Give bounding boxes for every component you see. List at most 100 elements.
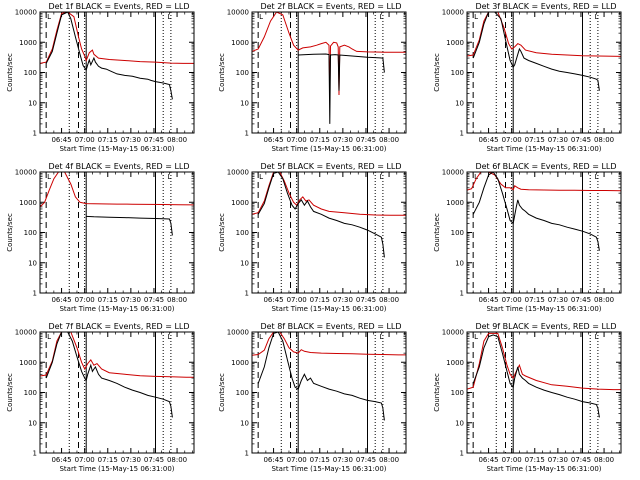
- x-tick-label: 08:00: [379, 136, 399, 144]
- flag-glyph: L: [168, 173, 172, 181]
- series-group: [40, 172, 194, 236]
- x-tick-label: 07:15: [310, 296, 330, 304]
- y-tick-label: 100: [451, 389, 464, 397]
- x-axis-label: Start Time (15-May-15 06:31:00): [271, 305, 386, 313]
- x-tick-label: 07:30: [548, 136, 568, 144]
- x-axis-label: Start Time (15-May-15 06:31:00): [59, 465, 174, 473]
- panel-3: Det 3f BLACK = Events, RED = LLD Counts/s…: [433, 2, 622, 153]
- series-line-events: [472, 172, 600, 251]
- x-axis-label: Start Time (15-May-15 06:31:00): [271, 145, 386, 153]
- panel-2: Det 2f BLACK = Events, RED = LLD Counts/s…: [218, 2, 407, 153]
- x-tick-label: 07:30: [121, 456, 141, 464]
- x-tick-label: 08:00: [167, 136, 187, 144]
- series-group: [252, 332, 406, 421]
- y-axis-label: Counts/sec: [6, 213, 14, 252]
- flag-glyph: L: [474, 173, 478, 181]
- x-tick-label: 07:45: [144, 456, 164, 464]
- flag-glyph: L: [168, 333, 172, 341]
- y-tick-label: 1000: [19, 359, 37, 367]
- flag-glyph: L: [47, 13, 51, 21]
- series-line-lld: [467, 12, 621, 57]
- y-tick-label: 1000: [446, 39, 464, 47]
- series-line-events: [257, 172, 385, 258]
- y-tick-label: 1: [33, 130, 37, 138]
- x-axis-label: Start Time (15-May-15 06:31:00): [486, 465, 601, 473]
- x-tick-label: 07:15: [310, 456, 330, 464]
- y-tick-label: 100: [236, 389, 249, 397]
- y-axis-label: Counts/sec: [6, 373, 14, 412]
- x-tick-label: 08:00: [594, 136, 614, 144]
- y-axis-label: Counts/sec: [433, 53, 441, 92]
- flag-glyph: L: [474, 13, 478, 21]
- y-tick-label: 100: [451, 229, 464, 237]
- marker-lines: [257, 12, 384, 133]
- flag-glyph: L: [259, 333, 263, 341]
- y-tick-label: 1000: [19, 39, 37, 47]
- series-line-events: [45, 12, 173, 100]
- y-tick-label: 1: [460, 130, 464, 138]
- x-tick-label: 07:30: [121, 296, 141, 304]
- flag-glyph: L: [168, 13, 172, 21]
- x-axis-label: Start Time (15-May-15 06:31:00): [271, 465, 386, 473]
- y-axis-label: Counts/sec: [6, 53, 14, 92]
- flag-glyph: L: [595, 173, 599, 181]
- y-tick-label: 10: [240, 419, 249, 427]
- y-tick-label: 10: [455, 259, 464, 267]
- y-tick-label: 10000: [15, 169, 37, 177]
- y-tick-label: 100: [451, 69, 464, 77]
- x-tick-label: 08:00: [167, 296, 187, 304]
- y-tick-label: 1000: [231, 39, 249, 47]
- x-tick-label: 07:30: [333, 136, 353, 144]
- x-tick-label: 06:45: [263, 296, 283, 304]
- series-line-lld: [467, 172, 621, 192]
- panel-4: Det 4f BLACK = Events, RED = LLD Counts/s…: [6, 162, 195, 313]
- series-line-events: [472, 12, 600, 91]
- y-axis-label: Counts/sec: [218, 53, 226, 92]
- x-tick-label: 07:15: [310, 136, 330, 144]
- series-line-lld: [40, 172, 194, 208]
- y-tick-label: 100: [24, 229, 37, 237]
- y-tick-label: 10: [455, 99, 464, 107]
- y-tick-label: 10000: [442, 9, 464, 17]
- y-tick-label: 100: [236, 229, 249, 237]
- x-tick-label: 06:45: [51, 296, 71, 304]
- x-tick-label: 07:15: [98, 296, 118, 304]
- panel-5: Det 5f BLACK = Events, RED = LLD Counts/s…: [218, 162, 407, 313]
- series-group: [252, 172, 406, 258]
- x-tick-label: 07:45: [571, 456, 591, 464]
- x-tick-label: 08:00: [167, 456, 187, 464]
- x-tick-label: 07:45: [356, 456, 376, 464]
- panel-title: Det 3f BLACK = Events, RED = LLD: [475, 2, 616, 11]
- plot-frame: [251, 171, 407, 294]
- x-tick-label: 07:30: [333, 456, 353, 464]
- x-tick-label: 06:45: [478, 136, 498, 144]
- marker-lines: [472, 332, 599, 453]
- series-group: [252, 12, 406, 124]
- series-line-lld: [252, 172, 406, 216]
- x-tick-label: 06:45: [478, 456, 498, 464]
- x-tick-label: 07:45: [571, 136, 591, 144]
- y-tick-label: 10000: [15, 329, 37, 337]
- series-line-lld: [40, 12, 194, 64]
- series-group: [467, 12, 621, 91]
- series-group: [467, 332, 621, 418]
- x-tick-label: 06:45: [263, 456, 283, 464]
- x-tick-label: 07:30: [333, 296, 353, 304]
- x-tick-label: 07:15: [525, 456, 545, 464]
- x-tick-label: 07:00: [75, 296, 95, 304]
- y-tick-label: 1000: [231, 199, 249, 207]
- panel-1: Det 1f BLACK = Events, RED = LLD Counts/s…: [6, 2, 195, 153]
- y-tick-label: 10000: [442, 169, 464, 177]
- y-tick-label: 1000: [446, 199, 464, 207]
- x-tick-label: 07:15: [525, 136, 545, 144]
- x-tick-label: 07:00: [75, 456, 95, 464]
- flag-glyph: L: [380, 13, 384, 21]
- x-tick-label: 06:45: [478, 296, 498, 304]
- x-axis-label: Start Time (15-May-15 06:31:00): [59, 145, 174, 153]
- y-tick-label: 1: [245, 290, 249, 298]
- x-tick-label: 07:00: [287, 456, 307, 464]
- series-group: [40, 12, 194, 100]
- y-tick-label: 1: [33, 290, 37, 298]
- series-line-events: [472, 334, 600, 418]
